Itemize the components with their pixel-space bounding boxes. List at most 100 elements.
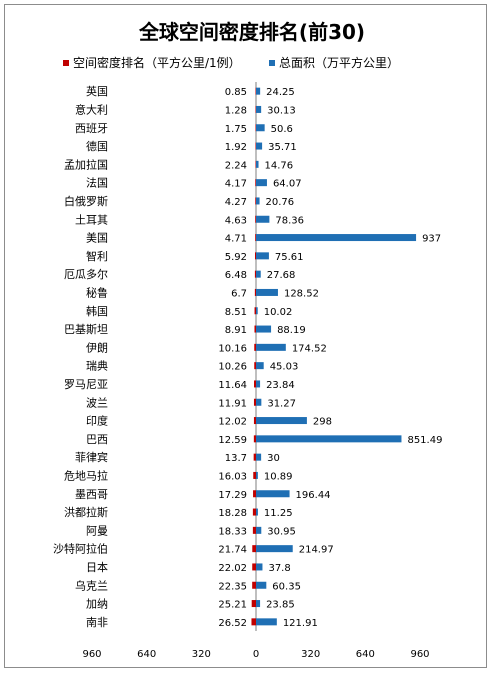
data-label-area: 30.95	[267, 526, 296, 537]
legend: 空间密度排名（平方公里/1例） 总面积（万平方公里）	[63, 55, 399, 70]
bar-area	[256, 545, 293, 553]
data-label-density: 16.03	[218, 471, 247, 482]
data-label-area: 50.6	[271, 124, 293, 135]
bar-density	[255, 234, 256, 242]
legend-swatch-area	[269, 60, 275, 66]
bar-density	[254, 325, 256, 333]
category-label: 波兰	[86, 396, 108, 409]
bar-area	[256, 325, 272, 333]
bar-area	[256, 398, 262, 406]
bar-density	[252, 526, 256, 534]
category-label: 西班牙	[75, 122, 108, 135]
bar-area	[256, 380, 261, 388]
bar-density	[252, 581, 256, 589]
bar-density	[251, 618, 256, 626]
data-label-area: 23.84	[266, 380, 295, 391]
data-label-density: 8.51	[225, 307, 247, 318]
category-label: 白俄罗斯	[64, 194, 108, 208]
chart-title: 全球空间密度排名(前30)	[138, 20, 365, 44]
data-label-area: 45.03	[270, 362, 299, 373]
data-label-density: 22.35	[218, 581, 247, 592]
data-label-area: 64.07	[273, 179, 302, 190]
bar-area	[256, 343, 286, 351]
data-label-area: 937	[422, 234, 441, 245]
data-label-area: 851.49	[407, 435, 442, 446]
category-label: 阿曼	[86, 524, 108, 537]
data-label-density: 12.02	[218, 417, 247, 428]
category-label: 美国	[86, 232, 108, 245]
data-label-area: 35.71	[268, 142, 297, 153]
data-label-area: 11.25	[264, 508, 293, 519]
data-label-density: 6.48	[225, 270, 247, 281]
data-label-area: 298	[313, 417, 332, 428]
bar-area	[256, 490, 290, 498]
data-label-density: 12.59	[218, 435, 247, 446]
category-label: 巴基斯坦	[64, 322, 108, 336]
data-label-density: 22.02	[218, 563, 247, 574]
bar-density	[253, 398, 256, 406]
bar-area	[256, 526, 262, 534]
bar-area	[256, 142, 263, 150]
data-label-area: 60.35	[272, 581, 301, 592]
bar-area	[256, 581, 267, 589]
legend-swatch-density	[63, 60, 69, 66]
category-label: 土耳其	[75, 213, 108, 226]
bar-area	[256, 105, 262, 113]
data-label-area: 27.68	[267, 270, 296, 281]
category-label: 法国	[86, 176, 108, 190]
category-label: 韩国	[86, 304, 108, 318]
category-label: 菲律宾	[75, 450, 108, 464]
data-label-density: 0.85	[225, 87, 247, 98]
bar-density	[255, 215, 256, 223]
bar-density	[252, 508, 256, 516]
category-label: 危地马拉	[64, 468, 108, 482]
category-label: 意大利	[75, 102, 108, 116]
bar-density	[252, 563, 256, 571]
data-label-density: 6.7	[231, 288, 247, 299]
bar-density	[255, 142, 256, 150]
data-label-area: 31.27	[267, 398, 296, 409]
x-tick-label: 640	[356, 649, 375, 660]
category-label: 伊朗	[86, 341, 108, 354]
category-label: 南非	[86, 616, 108, 629]
category-label: 德国	[86, 139, 108, 153]
bar-area	[256, 270, 261, 278]
data-label-density: 21.74	[218, 545, 247, 556]
data-label-density: 5.92	[225, 252, 247, 263]
data-label-area: 37.8	[268, 563, 290, 574]
category-label: 印度	[86, 414, 108, 428]
category-label: 加纳	[86, 598, 108, 611]
category-label: 厄瓜多尔	[64, 267, 108, 281]
bar-density	[253, 453, 256, 461]
bar-density	[255, 160, 256, 168]
x-tick-label: 640	[137, 649, 156, 660]
bar-density	[253, 435, 256, 443]
category-label: 洪都拉斯	[64, 505, 108, 519]
x-tick-label: 320	[301, 649, 320, 660]
category-label: 乌克兰	[75, 578, 108, 592]
data-label-density: 4.63	[225, 215, 247, 226]
data-label-density: 4.71	[225, 234, 247, 245]
data-label-density: 13.7	[225, 453, 247, 464]
data-label-area: 121.91	[283, 618, 318, 629]
bar-density	[254, 288, 256, 296]
bar-area	[256, 307, 258, 315]
category-label: 罗马尼亚	[64, 378, 108, 391]
bar-area	[256, 618, 277, 626]
category-label: 瑞典	[86, 359, 108, 373]
bar-area	[256, 508, 258, 516]
data-label-density: 10.26	[218, 362, 247, 373]
data-label-density: 8.91	[225, 325, 247, 336]
x-tick-label: 960	[410, 649, 429, 660]
bar-density	[254, 362, 256, 370]
data-label-area: 30.13	[267, 105, 296, 116]
bar-area	[256, 124, 265, 132]
data-label-area: 14.76	[265, 160, 294, 171]
data-label-area: 30	[267, 453, 280, 464]
bar-area	[256, 288, 278, 296]
data-label-density: 18.33	[218, 526, 247, 537]
x-axis-ticks: 960 640 320 0 320 640 960	[82, 649, 429, 660]
bar-density	[254, 380, 256, 388]
bar-density	[254, 270, 256, 278]
x-tick-label: 0	[253, 649, 259, 660]
